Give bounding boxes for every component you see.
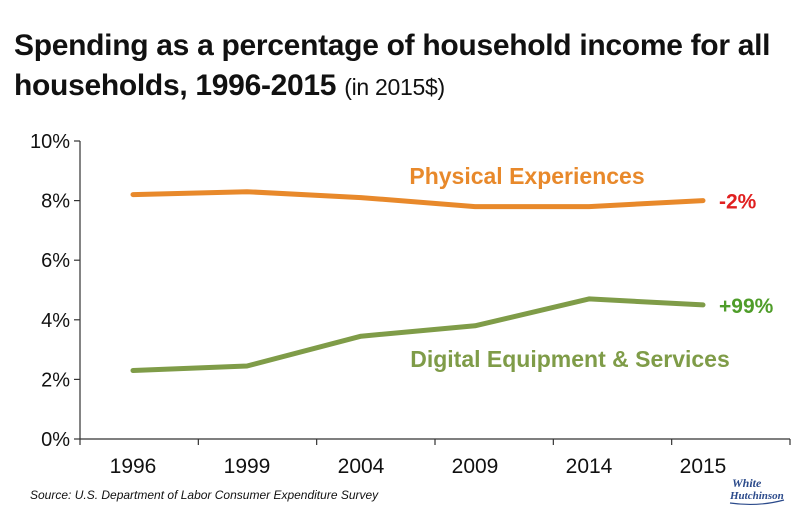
x-tick-label: 2014 — [566, 455, 613, 478]
x-tick-label: 2009 — [452, 455, 499, 478]
change-label: +99% — [719, 295, 774, 318]
svg-text:Hutchinson: Hutchinson — [729, 490, 784, 502]
x-tick-label: 2015 — [680, 455, 727, 478]
series-label: Digital Equipment & Services — [410, 346, 730, 372]
chart-title-main: Spending as a percentage of household in… — [14, 29, 771, 102]
y-tick-label: 8% — [41, 191, 70, 213]
y-tick-label: 2% — [41, 369, 70, 391]
x-tick-label: 2004 — [338, 455, 385, 478]
white-hutchinson-logo: White Hutchinson — [729, 476, 785, 506]
series-line-digital-equipment — [130, 296, 706, 373]
source-note: Source: U.S. Department of Labor Consume… — [30, 488, 379, 502]
chart-title: Spending as a percentage of household in… — [14, 26, 774, 107]
x-tick-label: 1999 — [224, 455, 271, 478]
y-tick-label: 6% — [41, 250, 70, 272]
y-tick-label: 4% — [41, 310, 70, 332]
chart-title-unit: (in 2015$) — [344, 74, 445, 100]
change-label: -2% — [719, 191, 757, 214]
x-tick-label: 1996 — [110, 455, 157, 478]
series-line-physical-experiences — [130, 189, 706, 210]
y-tick-label: 0% — [41, 429, 70, 451]
svg-text:White: White — [732, 476, 762, 490]
y-tick-label: 10% — [30, 131, 70, 153]
series-label: Physical Experiences — [409, 163, 644, 189]
